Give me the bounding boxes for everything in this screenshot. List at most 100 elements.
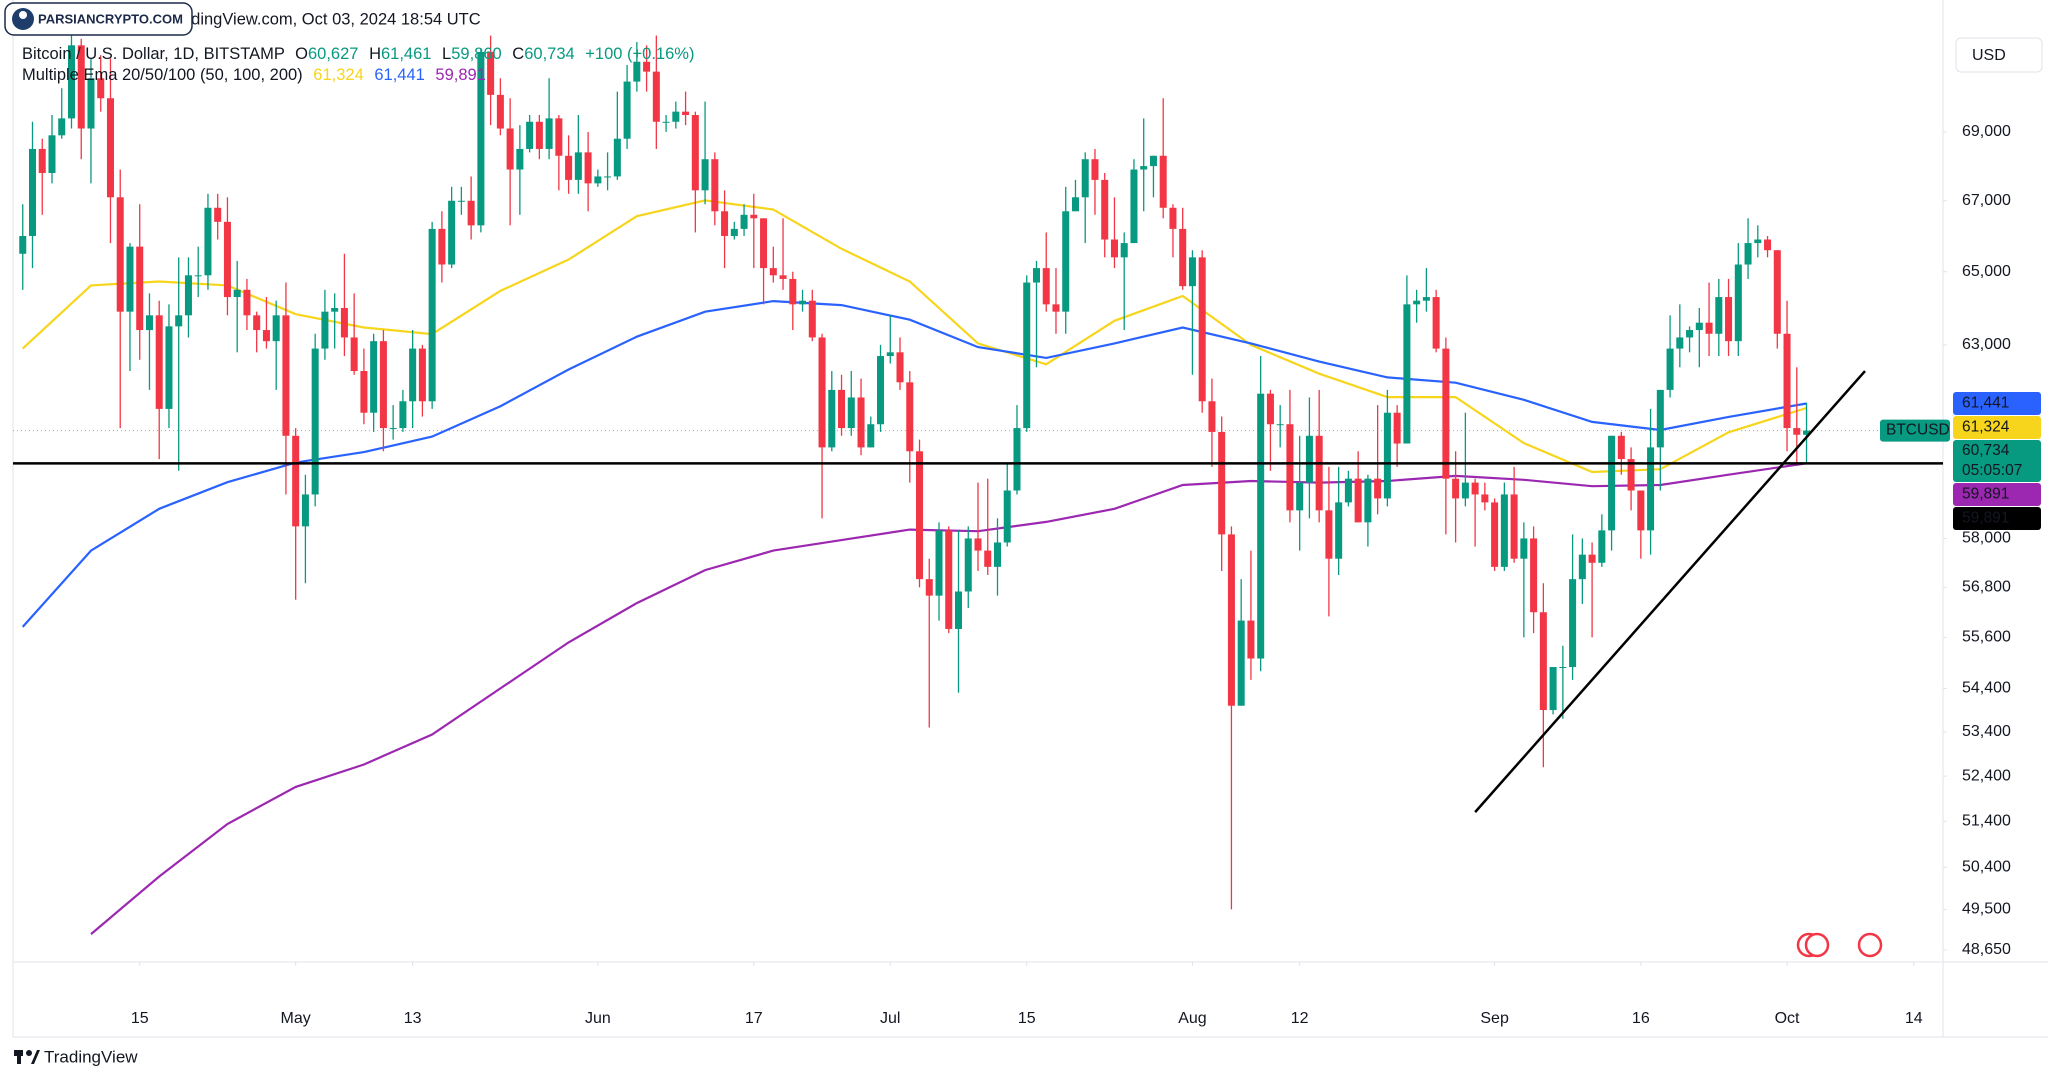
candle-body — [1286, 424, 1294, 511]
y-tick-label: 51,400 — [1962, 812, 2011, 829]
candle-body — [175, 315, 183, 327]
candle-body — [1530, 538, 1538, 613]
candle-body — [1023, 282, 1031, 429]
candle-body — [1656, 389, 1664, 448]
candle-body — [1374, 478, 1382, 499]
candle-body — [535, 121, 543, 149]
candle-body — [1140, 166, 1148, 170]
candle-body — [1744, 243, 1752, 265]
y-tick-label: 65,000 — [1962, 263, 2011, 280]
candle-body — [116, 197, 124, 312]
candle-body — [1803, 430, 1811, 435]
candle-body — [214, 207, 222, 222]
symbol-title: Bitcoin / U.S. Dollar, 1D, BITSTAMP — [22, 45, 285, 63]
ema-line — [90, 462, 1807, 935]
price-tag-label: 61,441 — [1962, 395, 2009, 412]
candle-body — [1149, 155, 1157, 167]
price-tag-label: 59,891 — [1962, 510, 2009, 527]
candle-body — [1461, 482, 1469, 499]
candle-body — [253, 315, 261, 331]
price-tag-label: 61,324 — [1962, 419, 2010, 436]
watermark-logo-dot — [19, 11, 27, 19]
candle-body — [526, 121, 534, 149]
price-tag-label: 60,734 — [1962, 442, 2010, 459]
candle-body — [779, 275, 787, 279]
event-flag[interactable] — [1857, 932, 1883, 958]
candle-body — [954, 591, 963, 629]
x-tick-label: 14 — [1905, 1010, 1923, 1027]
countdown-label: 05:05:07 — [1962, 462, 2022, 479]
candle-body — [808, 300, 816, 338]
y-tick-label: 69,000 — [1962, 123, 2011, 140]
candle-body — [1247, 620, 1255, 659]
axes: 69,000 67,000 65,000 63,000 58,000 56,800 55,6… — [131, 123, 2011, 1027]
symbol-tag — [1880, 419, 1950, 442]
y-tick-label: 56,800 — [1962, 579, 2011, 596]
x-tick-label: 15 — [131, 1010, 149, 1027]
candle-body — [282, 315, 290, 436]
candle-body — [721, 211, 729, 236]
ema-line — [21, 199, 1807, 474]
candle-body — [126, 246, 134, 312]
candle-body — [1198, 257, 1206, 402]
candle-body — [1471, 482, 1479, 495]
trend-line — [1474, 370, 1866, 813]
y-tick-label: 63,000 — [1962, 336, 2011, 353]
candle-body — [1393, 412, 1401, 444]
candle-body — [1403, 304, 1411, 444]
candle-body — [48, 135, 56, 173]
event-flags[interactable] — [1796, 932, 1883, 958]
candle-body — [1188, 257, 1196, 287]
candle-body — [145, 315, 153, 331]
candle-body — [1179, 228, 1187, 287]
candle-body — [1793, 428, 1801, 435]
candle-body — [1218, 431, 1226, 535]
candle-body — [1520, 538, 1528, 559]
ohlc-key: C — [512, 45, 524, 63]
candle-body — [360, 371, 368, 413]
x-tick-label: May — [281, 1010, 311, 1027]
candle-body — [1344, 478, 1352, 503]
indicator-title: Multiple Ema 20/50/100 (50, 100, 200) — [22, 66, 303, 84]
candle-body — [750, 214, 758, 219]
candle-body — [1481, 494, 1489, 503]
currency-label[interactable]: USD — [1972, 47, 2006, 64]
candle-body — [340, 308, 348, 338]
candle-body — [1432, 297, 1440, 349]
candle-body — [604, 176, 612, 178]
candle-body — [301, 494, 309, 527]
symbol-legend: Bitcoin / U.S. Dollar, 1D, BITSTAMP O60,… — [22, 45, 694, 63]
candle-body — [389, 428, 397, 430]
event-flag[interactable] — [1804, 932, 1830, 958]
y-tick-label: 67,000 — [1962, 192, 2011, 209]
candle-body — [1266, 393, 1274, 425]
ohlc-value: 60,627 — [308, 45, 358, 63]
y-tick-label: 53,400 — [1962, 723, 2011, 740]
candle-body — [1032, 268, 1040, 283]
candle-body — [1627, 459, 1635, 491]
source-line: TradingView.com, Oct 03, 2024 18:54 UTC — [167, 10, 481, 28]
ohlc-value: 61,461 — [381, 45, 431, 63]
candle-body — [1042, 268, 1050, 305]
candle-body — [974, 538, 982, 551]
candle-body — [506, 128, 514, 170]
candle-body — [1715, 297, 1723, 334]
candle-body — [555, 118, 563, 156]
candle-body — [321, 311, 329, 349]
candle-body — [204, 207, 212, 276]
x-tick-label: 17 — [745, 1010, 763, 1027]
candle-body — [1071, 197, 1079, 212]
candle-body — [97, 78, 105, 99]
candle-body — [838, 389, 846, 429]
candle-body — [1130, 169, 1138, 244]
currency-button[interactable] — [1955, 37, 2043, 73]
candle-body — [77, 45, 85, 129]
candle-body — [1081, 159, 1089, 198]
candle-body — [448, 200, 456, 265]
y-tick-label: 50,400 — [1962, 858, 2011, 875]
candle-body — [1559, 667, 1567, 669]
candle-body — [1500, 494, 1508, 567]
candle-body — [1296, 482, 1304, 511]
candle-body — [379, 341, 387, 429]
price-tag — [1953, 507, 2041, 531]
